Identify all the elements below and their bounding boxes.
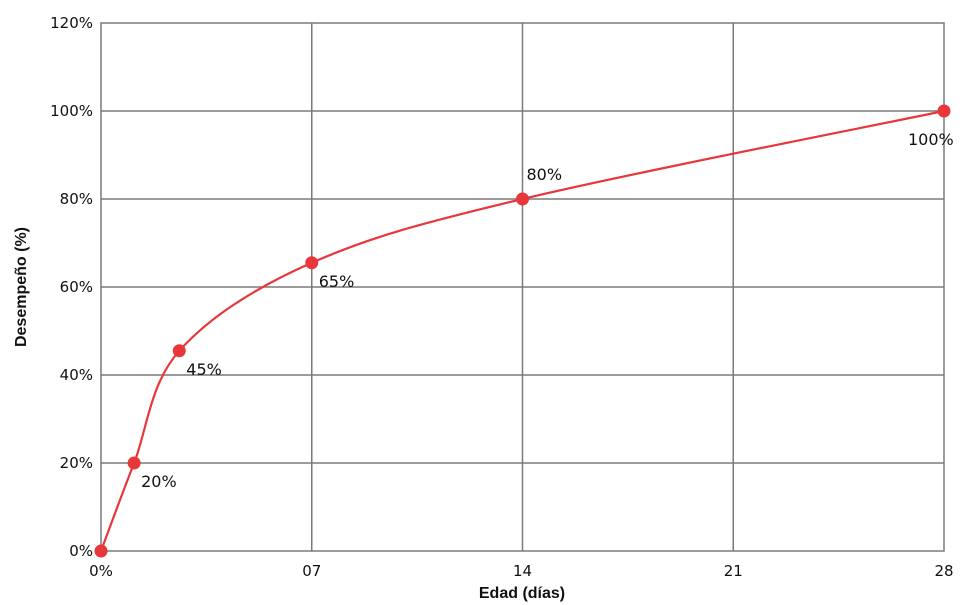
x-tick-label: 28 [934,562,953,580]
gridlines [101,23,944,551]
data-label: 20% [141,472,177,491]
y-axis-title: Desempeño (%) [13,227,30,347]
y-tick-label: 100% [50,102,93,120]
x-tick-labels: 0% 07 14 21 28 [89,562,953,580]
y-tick-label: 40% [60,366,93,384]
x-axis-title: Edad (días) [479,585,565,602]
data-label: 80% [527,165,563,184]
y-tick-label: 80% [60,190,93,208]
x-tick-label: 14 [513,562,532,580]
data-label: 65% [319,272,355,291]
data-point [127,456,141,470]
data-label: 45% [186,360,222,379]
data-point [94,544,108,558]
y-tick-labels: 0% 20% 40% 60% 80% 100% 120% [50,14,93,560]
y-tick-label: 20% [60,454,93,472]
data-points [94,104,951,558]
data-point [172,344,186,358]
x-tick-label: 07 [302,562,321,580]
data-point [937,104,951,118]
x-tick-label: 21 [724,562,743,580]
data-point [516,192,529,206]
y-tick-label: 60% [60,278,93,296]
x-tick-label: 0% [89,562,113,580]
y-tick-label: 0% [69,542,93,560]
data-labels: 20% 45% 65% 80% 100% [141,130,954,491]
data-label: 100% [908,130,954,149]
y-tick-label: 120% [50,14,93,32]
data-point [305,256,319,270]
